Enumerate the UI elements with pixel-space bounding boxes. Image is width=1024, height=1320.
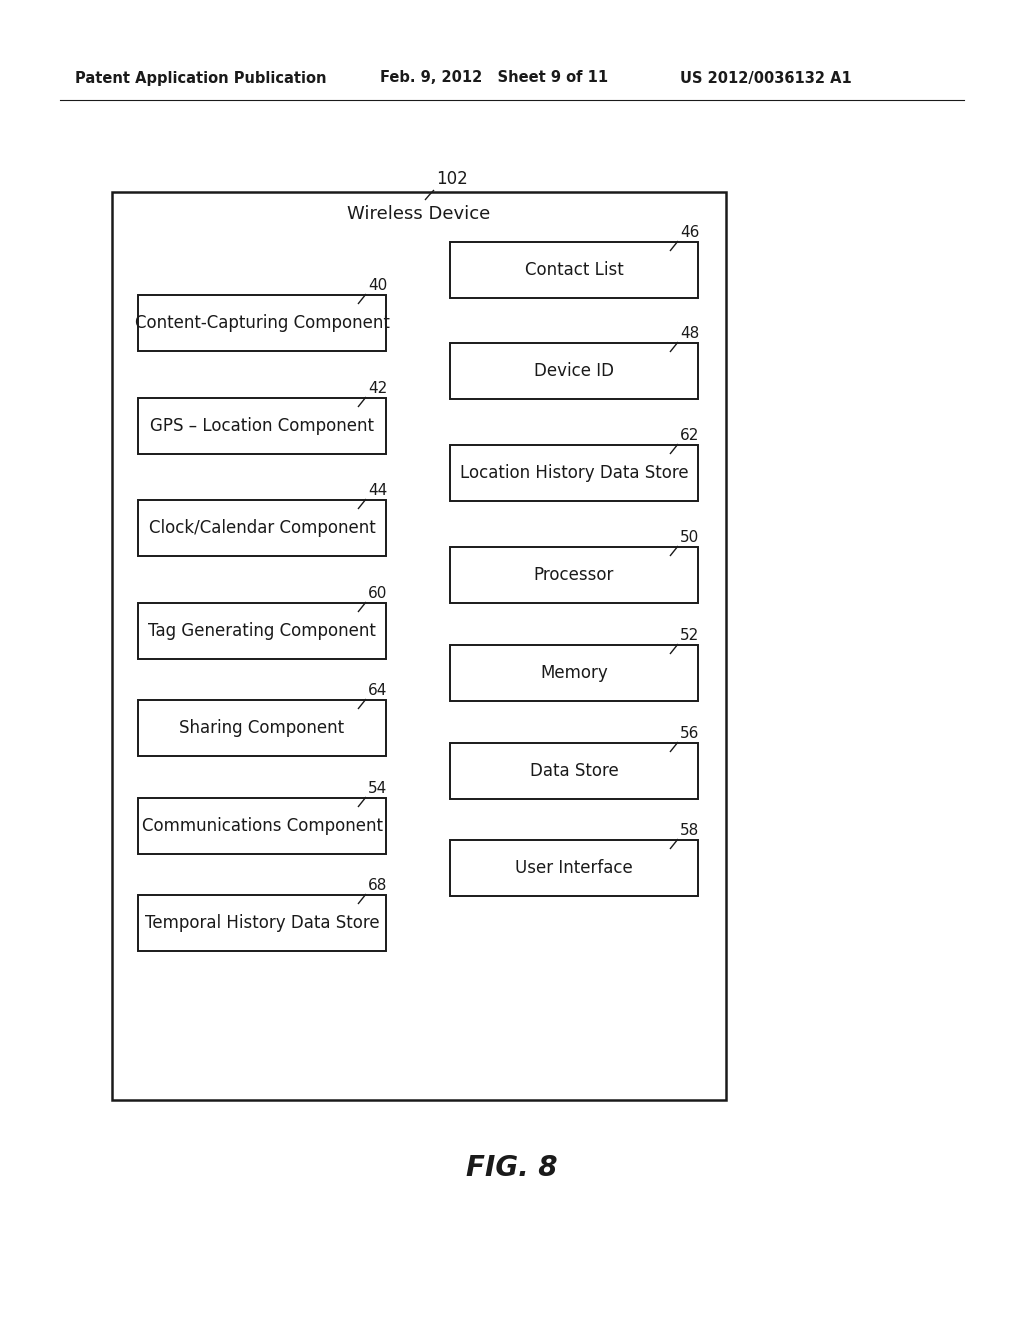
Text: Temporal History Data Store: Temporal History Data Store	[144, 913, 379, 932]
Text: Clock/Calendar Component: Clock/Calendar Component	[148, 519, 376, 537]
Text: Sharing Component: Sharing Component	[179, 719, 344, 737]
Text: Patent Application Publication: Patent Application Publication	[75, 70, 327, 86]
Text: GPS – Location Component: GPS – Location Component	[150, 417, 374, 436]
Bar	[450, 645, 698, 701]
Text: Tag Generating Component: Tag Generating Component	[148, 622, 376, 640]
Text: 68: 68	[368, 878, 387, 894]
Bar	[450, 242, 698, 298]
Text: 62: 62	[680, 428, 699, 444]
Bar	[450, 840, 698, 896]
Text: 48: 48	[680, 326, 699, 341]
Text: 44: 44	[368, 483, 387, 498]
Text: 64: 64	[368, 682, 387, 698]
Text: 46: 46	[680, 224, 699, 240]
Bar	[112, 191, 726, 1100]
Bar	[138, 799, 386, 854]
Text: 56: 56	[680, 726, 699, 741]
Bar	[450, 445, 698, 502]
Bar	[450, 546, 698, 603]
Text: 42: 42	[368, 381, 387, 396]
Text: 58: 58	[680, 822, 699, 838]
Text: Location History Data Store: Location History Data Store	[460, 465, 688, 482]
Text: User Interface: User Interface	[515, 859, 633, 876]
Bar	[450, 343, 698, 399]
Text: Device ID: Device ID	[534, 362, 614, 380]
Text: Feb. 9, 2012   Sheet 9 of 11: Feb. 9, 2012 Sheet 9 of 11	[380, 70, 608, 86]
Bar	[138, 895, 386, 950]
Text: Processor: Processor	[534, 566, 614, 583]
Text: 54: 54	[368, 781, 387, 796]
Text: 50: 50	[680, 531, 699, 545]
Text: Content-Capturing Component: Content-Capturing Component	[134, 314, 389, 333]
Bar	[138, 500, 386, 556]
Text: 102: 102	[436, 170, 468, 187]
Text: Communications Component: Communications Component	[141, 817, 383, 836]
Text: Data Store: Data Store	[529, 762, 618, 780]
Text: Wireless Device: Wireless Device	[347, 205, 490, 223]
Text: US 2012/0036132 A1: US 2012/0036132 A1	[680, 70, 852, 86]
Text: 60: 60	[368, 586, 387, 601]
Text: FIG. 8: FIG. 8	[466, 1154, 558, 1181]
Bar	[138, 603, 386, 659]
Bar	[450, 743, 698, 799]
Bar	[138, 700, 386, 756]
Text: 52: 52	[680, 628, 699, 643]
Bar	[138, 294, 386, 351]
Bar	[138, 399, 386, 454]
Text: Contact List: Contact List	[524, 261, 624, 279]
Text: 40: 40	[368, 279, 387, 293]
Text: Memory: Memory	[540, 664, 608, 682]
